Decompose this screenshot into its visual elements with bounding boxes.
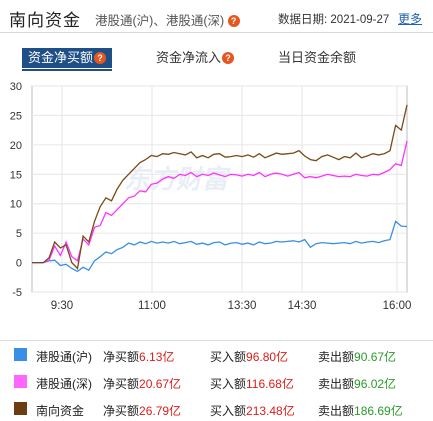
tab-net-buy[interactable]: 资金净买额? bbox=[22, 48, 113, 71]
legend-name: 南向资金 bbox=[36, 404, 85, 418]
x-tick-label: 16:00 bbox=[383, 300, 412, 312]
page-title: 南向资金 bbox=[9, 11, 81, 30]
tab-net-inflow[interactable]: 资金净流入? bbox=[156, 48, 235, 68]
help-icon[interactable]: ? bbox=[94, 52, 107, 64]
x-tick-label: 13:30 bbox=[228, 300, 257, 312]
series-line-0 bbox=[32, 220, 408, 273]
legend-swatch-hgt bbox=[14, 348, 27, 361]
tab-daily-balance[interactable]: 当日资金余额 bbox=[278, 48, 356, 68]
y-tick-label: 30 bbox=[10, 81, 22, 93]
legend-name: 港股通(沪) bbox=[36, 350, 92, 364]
net-buy-amount: 净买额26.79亿 bbox=[103, 404, 182, 418]
y-tick-label: 0 bbox=[16, 258, 22, 270]
buy-amount: 买入额116.68亿 bbox=[210, 377, 294, 391]
legend-swatch-sgt bbox=[14, 375, 27, 388]
net-buy-amount: 净买额20.67亿 bbox=[103, 377, 182, 391]
y-tick-label: 25 bbox=[10, 110, 22, 122]
x-tick-label: 14:30 bbox=[288, 300, 317, 312]
buy-amount: 买入额96.80亿 bbox=[210, 350, 289, 364]
sell-amount: 卖出额186.69亿 bbox=[318, 404, 403, 418]
legend-table: 港股通(沪) 净买额6.13亿 买入额96.80亿 卖出额90.67亿 港股通(… bbox=[0, 340, 433, 421]
help-icon[interactable]: ? bbox=[227, 15, 240, 27]
net-buy-amount: 净买额6.13亿 bbox=[103, 350, 175, 364]
tab-daily-balance-label: 当日资金余额 bbox=[278, 50, 357, 65]
x-tick-label: 9:30 bbox=[51, 300, 73, 312]
date-label: 数据日期: bbox=[278, 14, 328, 26]
channel-links: 港股通(沪)、港股通(深) ? bbox=[95, 10, 240, 29]
y-tick-label: -5 bbox=[12, 287, 22, 299]
legend-row-south: 南向资金 净买额26.79亿 买入额213.48亿 卖出额186.69亿 bbox=[0, 395, 433, 421]
link-separator: 、 bbox=[153, 14, 166, 28]
sgt-link[interactable]: 港股通(深) bbox=[165, 14, 225, 28]
y-tick-label: 10 bbox=[10, 199, 22, 211]
help-icon[interactable]: ? bbox=[222, 52, 235, 64]
y-tick-label: 20 bbox=[10, 140, 22, 152]
y-tick-label: 5 bbox=[16, 228, 22, 240]
tab-bar: 资金净买额? 资金净流入? 当日资金余额 bbox=[22, 48, 422, 71]
legend-swatch-south bbox=[14, 402, 27, 415]
net-buy-chart: 30 25 20 15 10 5 0 -5 9:30 11:00 13:30 14:30 16:00 东方… bbox=[10, 81, 412, 312]
date-value: 2021-09-27 bbox=[330, 14, 390, 26]
more-link[interactable]: 更多 bbox=[398, 12, 423, 26]
tab-net-inflow-label: 资金净流入 bbox=[156, 50, 222, 65]
tab-net-buy-label: 资金净买额 bbox=[28, 50, 94, 65]
legend-row-sgt: 港股通(深) 净买额20.67亿 买入额116.68亿 卖出额96.02亿 bbox=[0, 368, 433, 395]
sell-amount: 卖出额90.67亿 bbox=[318, 350, 397, 364]
watermark: 东方财富 bbox=[123, 164, 233, 195]
data-date: 数据日期: 2021-09-27 bbox=[278, 11, 389, 27]
legend-name: 港股通(深) bbox=[36, 377, 92, 391]
hgt-link[interactable]: 港股通(沪) bbox=[95, 14, 154, 28]
series-line-1 bbox=[32, 140, 408, 264]
buy-amount: 买入额213.48亿 bbox=[210, 404, 295, 418]
sell-amount: 卖出额96.02亿 bbox=[318, 377, 397, 391]
x-tick-label: 11:00 bbox=[138, 300, 166, 312]
y-tick-label: 15 bbox=[10, 169, 22, 181]
series-line-2 bbox=[32, 104, 408, 270]
legend-row-hgt: 港股通(沪) 净买额6.13亿 买入额96.80亿 卖出额90.67亿 bbox=[0, 341, 433, 368]
header: 南向资金 港股通(沪)、港股通(深) ? 数据日期: 2021-09-27 更多 bbox=[0, 0, 433, 33]
